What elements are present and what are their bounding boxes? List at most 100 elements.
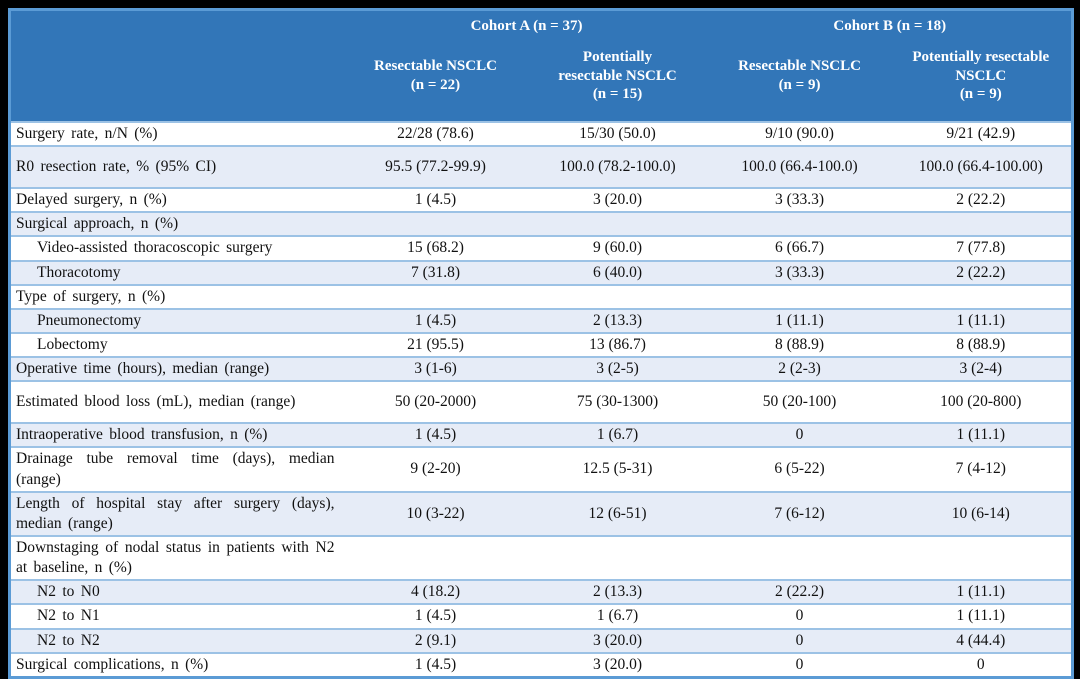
cell-cohort-b-resectable: 0 [708, 627, 891, 653]
cell-cohort-b-resectable: 0 [708, 422, 891, 448]
cell-cohort-b-potentially-resectable [890, 534, 1073, 581]
cell-cohort-b-resectable: 6 (66.7) [708, 235, 891, 261]
cell-cohort-a-potentially-resectable: 15/30 (50.0) [526, 120, 709, 147]
table-row: Drainage tube removal time (days), media… [9, 446, 1073, 492]
cell-cohort-b-potentially-resectable: 2 (22.2) [890, 259, 1073, 285]
cell-cohort-b-resectable: 8 (88.9) [708, 331, 891, 358]
cell-cohort-b-potentially-resectable: 7 (4-12) [890, 446, 1073, 492]
subcolumn-header-row: Resectable NSCLC (n = 22) Potentially re… [10, 39, 1073, 122]
row-label: Video-assisted thoracoscopic surgery [9, 235, 345, 261]
cell-cohort-b-potentially-resectable: 9/21 (42.9) [890, 120, 1073, 147]
row-label: Surgical approach, n (%) [9, 211, 345, 237]
cell-cohort-a-potentially-resectable [526, 211, 709, 237]
cell-cohort-a-resectable: 1 (4.5) [344, 422, 527, 448]
cohort-header-row: Cohort A (n = 37) Cohort B (n = 18) [9, 9, 1073, 122]
table-row: Surgical complications, n (%) 1 (4.5) 3 … [9, 651, 1073, 678]
cell-cohort-a-resectable: 10 (3-22) [344, 490, 527, 536]
cell-cohort-b-potentially-resectable: 100.0 (66.4-100.00) [890, 145, 1073, 189]
cell-cohort-a-resectable: 4 (18.2) [344, 579, 527, 605]
cell-cohort-b-potentially-resectable: 1 (11.1) [890, 603, 1073, 629]
cell-cohort-b-resectable: 50 (20-100) [708, 380, 891, 424]
cell-cohort-b-resectable [708, 211, 891, 237]
cell-cohort-a-resectable: 2 (9.1) [344, 627, 527, 653]
cell-cohort-a-resectable: 21 (95.5) [344, 331, 527, 358]
row-label: N2 to N1 [9, 603, 345, 629]
table-row: Thoracotomy 7 (31.8) 6 (40.0) 3 (33.3) 2… [9, 259, 1073, 285]
cell-cohort-b-resectable: 2 (2-3) [708, 356, 891, 382]
table-row: N2 to N1 1 (4.5) 1 (6.7) 0 1 (11.1) [9, 603, 1073, 629]
table-row: Operative time (hours), median (range) 3… [9, 356, 1073, 382]
cell-cohort-a-resectable: 1 (4.5) [344, 187, 527, 213]
cell-cohort-a-potentially-resectable: 1 (6.7) [526, 603, 709, 629]
row-label: Operative time (hours), median (range) [9, 356, 345, 382]
cell-cohort-a-potentially-resectable: 13 (86.7) [526, 331, 709, 358]
table-row: Type of surgery, n (%) [9, 283, 1073, 309]
row-label: Delayed surgery, n (%) [9, 187, 345, 213]
cell-cohort-a-potentially-resectable: 2 (13.3) [526, 307, 709, 333]
surgical-outcomes-table: Cohort A (n = 37) Cohort B (n = 18) Rese… [8, 8, 1075, 679]
cell-cohort-a-resectable: 1 (4.5) [344, 603, 527, 629]
table-row: Video-assisted thoracoscopic surgery 15 … [9, 235, 1073, 261]
cell-cohort-a-resectable: 50 (20-2000) [344, 380, 527, 424]
row-label: Drainage tube removal time (days), media… [9, 446, 345, 492]
cell-cohort-b-resectable: 1 (11.1) [708, 307, 891, 333]
cell-cohort-a-resectable: 7 (31.8) [344, 259, 527, 285]
cell-cohort-b-resectable [708, 534, 891, 581]
column-header-cohort-a-potentially-resectable: Potentially resectable NSCLC (n = 15) [526, 39, 709, 122]
cell-cohort-b-resectable: 100.0 (66.4-100.0) [708, 145, 891, 189]
cell-cohort-b-resectable: 0 [708, 603, 891, 629]
cell-cohort-b-potentially-resectable: 7 (77.8) [890, 235, 1073, 261]
cell-cohort-a-potentially-resectable: 3 (20.0) [526, 187, 709, 213]
cell-cohort-b-potentially-resectable: 2 (22.2) [890, 187, 1073, 213]
cell-cohort-a-potentially-resectable: 100.0 (78.2-100.0) [526, 145, 709, 189]
table-row: Surgery rate, n/N (%) 22/28 (78.6) 15/30… [9, 120, 1073, 147]
cohort-a-header: Cohort A (n = 37) [344, 9, 709, 39]
table-row: Estimated blood loss (mL), median (range… [9, 380, 1073, 424]
cell-cohort-a-potentially-resectable: 12 (6-51) [526, 490, 709, 536]
cell-cohort-a-resectable [344, 534, 527, 581]
cell-cohort-a-potentially-resectable: 75 (30-1300) [526, 380, 709, 424]
row-label-column-header [9, 9, 345, 122]
table-body: Surgery rate, n/N (%) 22/28 (78.6) 15/30… [9, 120, 1073, 678]
row-label: Estimated blood loss (mL), median (range… [9, 380, 345, 424]
cell-cohort-b-resectable [708, 283, 891, 309]
cell-cohort-b-potentially-resectable: 8 (88.9) [890, 331, 1073, 358]
table-row: Surgical approach, n (%) [9, 211, 1073, 237]
page-background: { "colors": { "header_bg": "#3276B8", "b… [8, 8, 1075, 679]
cell-cohort-b-potentially-resectable: 100 (20-800) [890, 380, 1073, 424]
table-row: Downstaging of nodal status in patients … [9, 534, 1073, 581]
table-row: Delayed surgery, n (%) 1 (4.5) 3 (20.0) … [9, 187, 1073, 213]
cell-cohort-b-potentially-resectable: 4 (44.4) [890, 627, 1073, 653]
cell-cohort-a-potentially-resectable: 2 (13.3) [526, 579, 709, 605]
cell-cohort-b-potentially-resectable: 3 (2-4) [890, 356, 1073, 382]
cell-cohort-b-resectable: 0 [708, 651, 891, 678]
cell-cohort-b-potentially-resectable: 0 [890, 651, 1073, 678]
table-frame: Cohort A (n = 37) Cohort B (n = 18) Rese… [8, 8, 1075, 679]
cell-cohort-a-resectable: 9 (2-20) [344, 446, 527, 492]
cohort-b-header: Cohort B (n = 18) [708, 9, 1073, 39]
row-label: Pneumonectomy [9, 307, 345, 333]
cell-cohort-a-potentially-resectable: 3 (20.0) [526, 627, 709, 653]
cell-cohort-a-potentially-resectable: 12.5 (5-31) [526, 446, 709, 492]
cell-cohort-a-resectable [344, 283, 527, 309]
cell-cohort-b-resectable: 2 (22.2) [708, 579, 891, 605]
cell-cohort-b-resectable: 3 (33.3) [708, 187, 891, 213]
row-label: Thoracotomy [9, 259, 345, 285]
row-label: R0 resection rate, % (95% CI) [9, 145, 345, 189]
cell-cohort-b-potentially-resectable: 1 (11.1) [890, 579, 1073, 605]
row-label: Type of surgery, n (%) [9, 283, 345, 309]
table-row: N2 to N0 4 (18.2) 2 (13.3) 2 (22.2) 1 (1… [9, 579, 1073, 605]
table-row: Lobectomy 21 (95.5) 13 (86.7) 8 (88.9) 8… [9, 331, 1073, 358]
cell-cohort-a-resectable [344, 211, 527, 237]
cell-cohort-a-potentially-resectable: 9 (60.0) [526, 235, 709, 261]
row-label: Intraoperative blood transfusion, n (%) [9, 422, 345, 448]
cell-cohort-b-resectable: 7 (6-12) [708, 490, 891, 536]
cell-cohort-a-potentially-resectable: 3 (20.0) [526, 651, 709, 678]
table-header: Cohort A (n = 37) Cohort B (n = 18) Rese… [9, 9, 1073, 122]
cell-cohort-a-resectable: 1 (4.5) [344, 307, 527, 333]
cell-cohort-b-potentially-resectable: 1 (11.1) [890, 422, 1073, 448]
row-label: Lobectomy [9, 331, 345, 358]
cell-cohort-a-potentially-resectable: 1 (6.7) [526, 422, 709, 448]
cell-cohort-a-resectable: 95.5 (77.2-99.9) [344, 145, 527, 189]
cell-cohort-b-potentially-resectable: 1 (11.1) [890, 307, 1073, 333]
